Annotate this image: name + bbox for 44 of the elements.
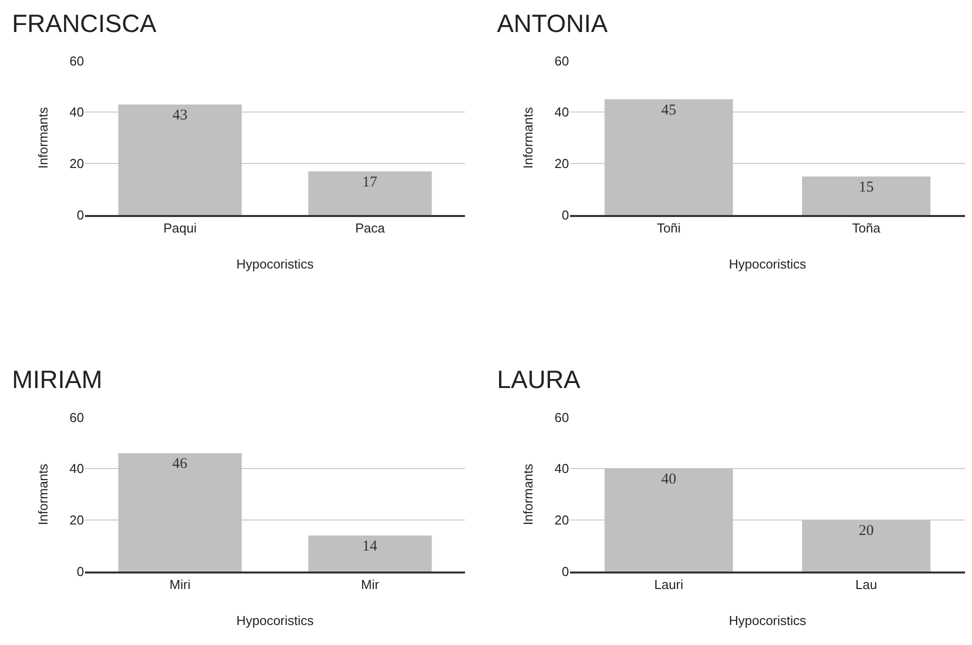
y-axis-title: Informants bbox=[35, 463, 50, 526]
y-tick-label: 20 bbox=[554, 512, 569, 528]
y-tick-label: 60 bbox=[554, 410, 569, 425]
y-tick-label: 0 bbox=[76, 564, 84, 580]
data-label: 14 bbox=[362, 538, 378, 555]
x-tick-label: Paca bbox=[355, 220, 386, 236]
data-label: 15 bbox=[858, 179, 874, 196]
x-tick-label: Toña bbox=[852, 220, 882, 236]
y-tick-label: 60 bbox=[70, 53, 84, 68]
chart-title: ANTONIA bbox=[497, 10, 608, 38]
y-tick-label: 60 bbox=[70, 410, 84, 425]
data-label: 45 bbox=[661, 102, 676, 118]
x-tick-label: Toñi bbox=[656, 220, 681, 236]
y-axis-title: Informants bbox=[35, 106, 50, 169]
chart-title: LAURA bbox=[497, 366, 581, 394]
y-tick-label: 40 bbox=[70, 461, 84, 476]
x-axis-title: Hypocoristics bbox=[728, 613, 807, 628]
y-tick-label: 20 bbox=[70, 512, 84, 528]
data-label: 43 bbox=[172, 107, 188, 124]
y-tick-label: 0 bbox=[76, 208, 84, 223]
x-axis-title: Hypocoristics bbox=[728, 256, 807, 272]
data-label: 17 bbox=[362, 174, 378, 190]
chart-title: FRANCISCA bbox=[12, 10, 157, 38]
y-axis-title: Informants bbox=[520, 463, 536, 526]
data-label: 20 bbox=[858, 523, 874, 540]
x-tick-label: Paqui bbox=[163, 220, 197, 236]
y-tick-label: 40 bbox=[554, 104, 569, 120]
data-label: 46 bbox=[172, 456, 188, 472]
y-tick-label: 0 bbox=[562, 564, 569, 580]
x-tick-label: Mir bbox=[360, 576, 380, 592]
y-tick-label: 20 bbox=[554, 156, 569, 172]
chart-title: MIRIAM bbox=[12, 366, 102, 394]
y-tick-label: 0 bbox=[562, 208, 569, 223]
x-tick-label: Lauri bbox=[654, 576, 684, 592]
x-axis-title: Hypocoristics bbox=[236, 256, 314, 272]
y-tick-label: 20 bbox=[70, 156, 84, 172]
x-tick-label: Lau bbox=[855, 576, 878, 592]
data-label: 40 bbox=[661, 472, 676, 488]
x-tick-label: Miri bbox=[170, 576, 191, 592]
y-axis-title: Informants bbox=[520, 106, 536, 169]
y-tick-label: 40 bbox=[70, 104, 84, 120]
y-tick-label: 60 bbox=[554, 53, 569, 68]
y-tick-label: 40 bbox=[554, 461, 569, 476]
x-axis-title: Hypocoristics bbox=[236, 613, 314, 628]
